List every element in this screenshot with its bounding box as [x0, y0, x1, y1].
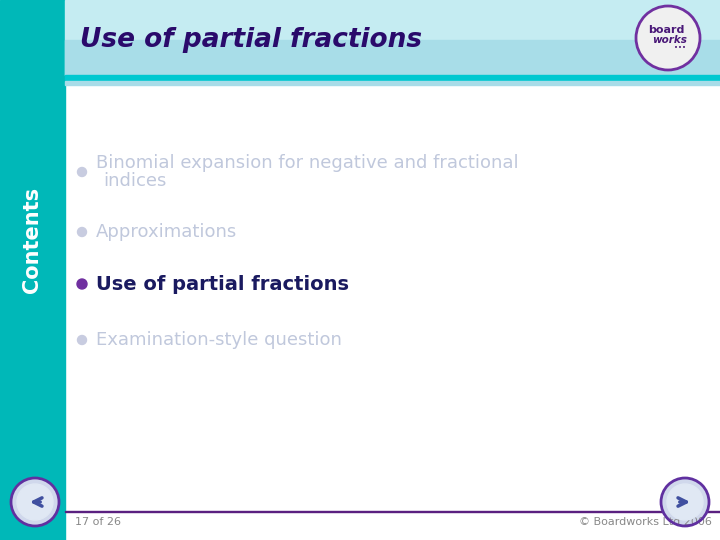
Bar: [0, 0, 65, 540]
Circle shape: [667, 484, 703, 520]
Bar: [65, 81, 720, 85]
Circle shape: [17, 484, 53, 520]
Circle shape: [77, 279, 87, 289]
Circle shape: [78, 167, 86, 177]
Circle shape: [78, 335, 86, 345]
Bar: [65, 40, 720, 75]
Text: Binomial expansion for negative and fractional: Binomial expansion for negative and frac…: [96, 154, 518, 172]
Circle shape: [78, 227, 86, 237]
Circle shape: [11, 478, 59, 526]
Circle shape: [636, 6, 700, 70]
Text: Use of partial fractions: Use of partial fractions: [80, 27, 422, 53]
Text: Use of partial fractions: Use of partial fractions: [96, 274, 349, 294]
Bar: [65, 0, 720, 75]
Text: board: board: [648, 25, 684, 35]
Text: 17 of 26: 17 of 26: [75, 517, 121, 527]
Text: indices: indices: [103, 172, 166, 190]
Text: Examination-style question: Examination-style question: [96, 331, 342, 349]
Text: Contents: Contents: [22, 187, 42, 293]
Text: © Boardworks Ltd 2006: © Boardworks Ltd 2006: [579, 517, 711, 527]
Text: works: works: [652, 35, 688, 45]
Circle shape: [661, 478, 709, 526]
Bar: [65, 75, 720, 80]
Text: Approximations: Approximations: [96, 223, 238, 241]
Text: •••: •••: [674, 45, 686, 51]
Bar: [65, 510, 720, 512]
